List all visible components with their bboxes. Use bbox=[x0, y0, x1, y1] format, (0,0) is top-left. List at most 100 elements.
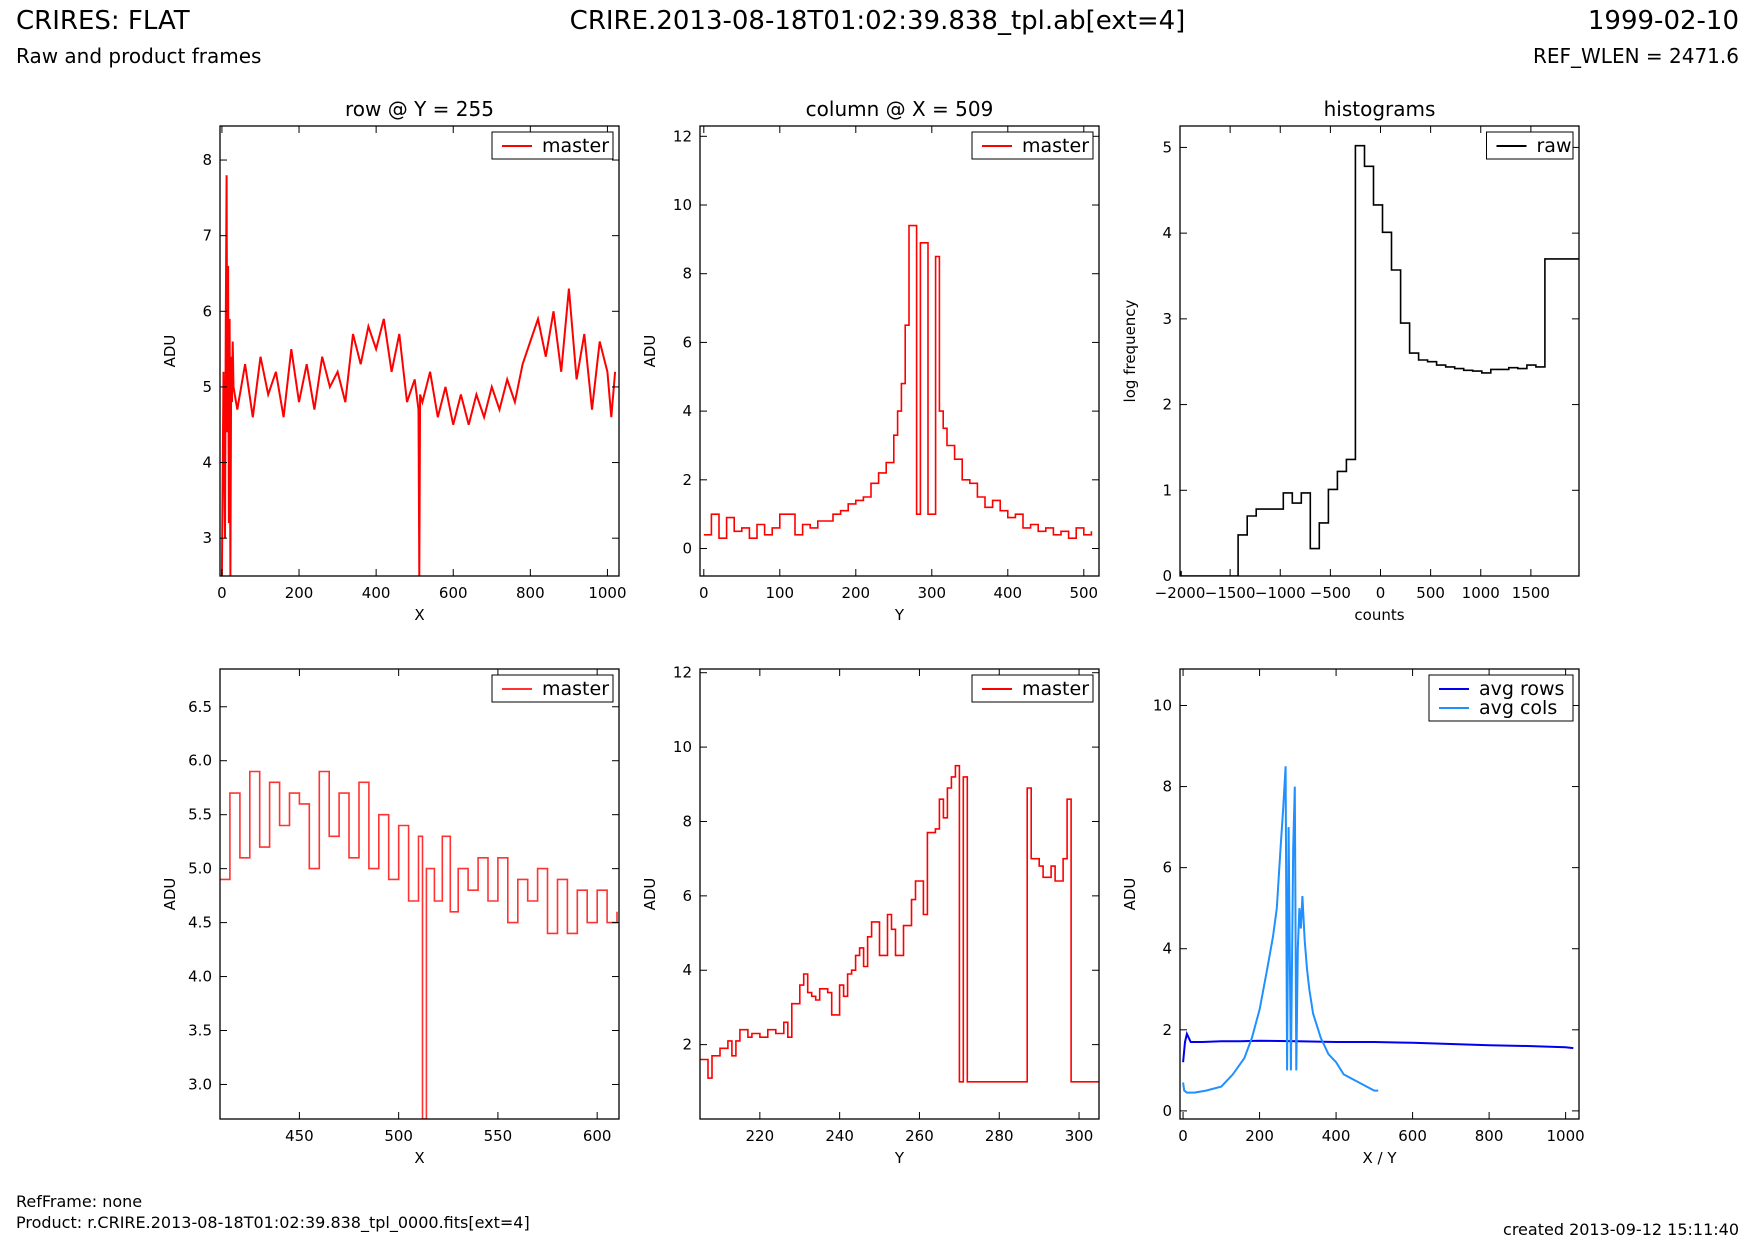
x-tick-label: 800 bbox=[516, 584, 545, 602]
y-tick-label: 0 bbox=[1162, 1102, 1172, 1120]
legend-box bbox=[1486, 131, 1574, 160]
x-tick-label: 400 bbox=[362, 584, 391, 602]
y-tick-label: 6 bbox=[682, 887, 692, 905]
legend: master bbox=[491, 131, 614, 160]
series-line-avg-cols bbox=[1182, 766, 1379, 1094]
x-tick-label: 500 bbox=[1069, 584, 1098, 602]
legend-label: avg rows bbox=[1479, 678, 1564, 700]
legend-box bbox=[1428, 674, 1574, 722]
y-tick-label: 4 bbox=[1162, 940, 1172, 958]
x-tick-label: 400 bbox=[1322, 1127, 1351, 1145]
x-tick-label: 220 bbox=[746, 1127, 775, 1145]
x-tick-label: −2000 bbox=[1155, 584, 1206, 602]
legend-label: master bbox=[1022, 678, 1089, 700]
y-tick-label: 6.0 bbox=[188, 752, 212, 770]
legend-label: avg cols bbox=[1479, 697, 1557, 719]
y-axis-label: log frequency bbox=[1121, 299, 1139, 402]
x-tick-label: 1000 bbox=[1547, 1127, 1585, 1145]
y-tick-label: 1 bbox=[1162, 481, 1172, 499]
x-tick-label: −500 bbox=[1310, 584, 1351, 602]
series-line-raw bbox=[1180, 144, 1579, 576]
y-tick-label: 2 bbox=[682, 1036, 692, 1054]
ref-wlen-label: REF_WLEN = 2471.6 bbox=[1532, 44, 1739, 68]
file-title: CRIRE.2013-08-18T01:02:39.838_tpl.ab[ext… bbox=[569, 6, 1186, 36]
y-tick-label: 0 bbox=[682, 540, 692, 558]
y-tick-label: 3 bbox=[1162, 310, 1172, 328]
x-tick-label: 1500 bbox=[1512, 584, 1550, 602]
x-tick-label: 0 bbox=[217, 584, 227, 602]
x-tick-label: 240 bbox=[825, 1127, 854, 1145]
y-tick-label: 5.0 bbox=[188, 860, 212, 878]
y-tick-label: 8 bbox=[682, 265, 692, 283]
axes-frame bbox=[699, 668, 1100, 1120]
x-tick-label: 550 bbox=[484, 1127, 513, 1145]
series-line-avg-rows bbox=[1182, 1030, 1574, 1063]
y-tick-label: 6 bbox=[1162, 859, 1172, 877]
y-tick-label: 4 bbox=[682, 961, 692, 979]
x-tick-label: 1000 bbox=[588, 584, 626, 602]
created-label: created 2013-09-12 15:11:40 bbox=[1503, 1220, 1739, 1239]
y-tick-label: 4.0 bbox=[188, 968, 212, 986]
x-tick-label: 300 bbox=[917, 584, 946, 602]
page-subtitle: Raw and product frames bbox=[16, 44, 262, 68]
y-tick-label: 5.5 bbox=[188, 806, 212, 824]
y-axis-label: ADU bbox=[161, 335, 179, 368]
x-axis-label: X bbox=[414, 1149, 424, 1167]
y-tick-label: 10 bbox=[1153, 696, 1172, 714]
x-tick-label: 0 bbox=[1376, 584, 1386, 602]
product-label: Product: r.CRIRE.2013-08-18T01:02:39.838… bbox=[16, 1213, 530, 1232]
y-tick-label: 4 bbox=[202, 454, 212, 472]
legend: master bbox=[491, 674, 614, 703]
y-tick-label: 6 bbox=[202, 302, 212, 320]
page-title: CRIRES: FLAT bbox=[16, 6, 190, 36]
y-tick-label: 8 bbox=[1162, 778, 1172, 796]
series-line-master bbox=[700, 764, 1099, 1083]
chart-title: column @ X = 509 bbox=[806, 97, 994, 121]
axes-frame bbox=[699, 125, 1100, 577]
y-tick-label: 4 bbox=[682, 402, 692, 420]
x-tick-label: 200 bbox=[841, 584, 870, 602]
x-tick-label: 280 bbox=[985, 1127, 1014, 1145]
x-tick-label: 0 bbox=[699, 584, 709, 602]
legend: master bbox=[971, 674, 1094, 703]
legend-label: raw bbox=[1537, 135, 1572, 157]
y-axis-label: ADU bbox=[641, 878, 659, 911]
y-tick-label: 0 bbox=[1162, 567, 1172, 585]
y-tick-label: 2 bbox=[1162, 396, 1172, 414]
y-axis-label: ADU bbox=[1121, 878, 1139, 911]
legend-label: master bbox=[542, 135, 609, 157]
x-tick-label: 450 bbox=[285, 1127, 314, 1145]
x-tick-label: 100 bbox=[765, 584, 794, 602]
x-tick-label: 300 bbox=[1065, 1127, 1094, 1145]
series-line-master bbox=[220, 770, 618, 1119]
x-tick-label: 600 bbox=[1398, 1127, 1427, 1145]
y-tick-label: 6.5 bbox=[188, 698, 212, 716]
axes-frame bbox=[1179, 668, 1580, 1120]
x-tick-label: 200 bbox=[1245, 1127, 1274, 1145]
x-tick-label: −1000 bbox=[1255, 584, 1306, 602]
axes-frame bbox=[1179, 125, 1580, 577]
chart-p5: 220 240 260 280 300 2 4 6 8 10 12 Y ADU master bbox=[641, 664, 1100, 1167]
series-line-master bbox=[703, 224, 1093, 540]
y-tick-label: 6 bbox=[682, 333, 692, 351]
x-axis-label: X bbox=[414, 606, 424, 624]
legend-label: master bbox=[1022, 135, 1089, 157]
x-tick-label: 200 bbox=[285, 584, 314, 602]
y-tick-label: 10 bbox=[673, 738, 692, 756]
chart-p2: 0 100 200 300 400 500 0 2 4 6 8 10 12 column @ X = 50… bbox=[641, 97, 1100, 624]
x-tick-label: 400 bbox=[993, 584, 1022, 602]
legend: master bbox=[971, 131, 1094, 160]
axes-frame bbox=[219, 125, 620, 577]
y-tick-label: 5 bbox=[1162, 138, 1172, 156]
date-label: 1999-02-10 bbox=[1587, 6, 1739, 36]
y-tick-label: 4.5 bbox=[188, 914, 212, 932]
x-axis-label: counts bbox=[1354, 606, 1404, 624]
axes-frame bbox=[219, 668, 620, 1120]
x-tick-label: 500 bbox=[1416, 584, 1445, 602]
y-tick-label: 10 bbox=[673, 196, 692, 214]
y-tick-label: 8 bbox=[202, 151, 212, 169]
x-axis-label: Y bbox=[894, 606, 905, 624]
x-axis-label: X / Y bbox=[1362, 1149, 1397, 1167]
